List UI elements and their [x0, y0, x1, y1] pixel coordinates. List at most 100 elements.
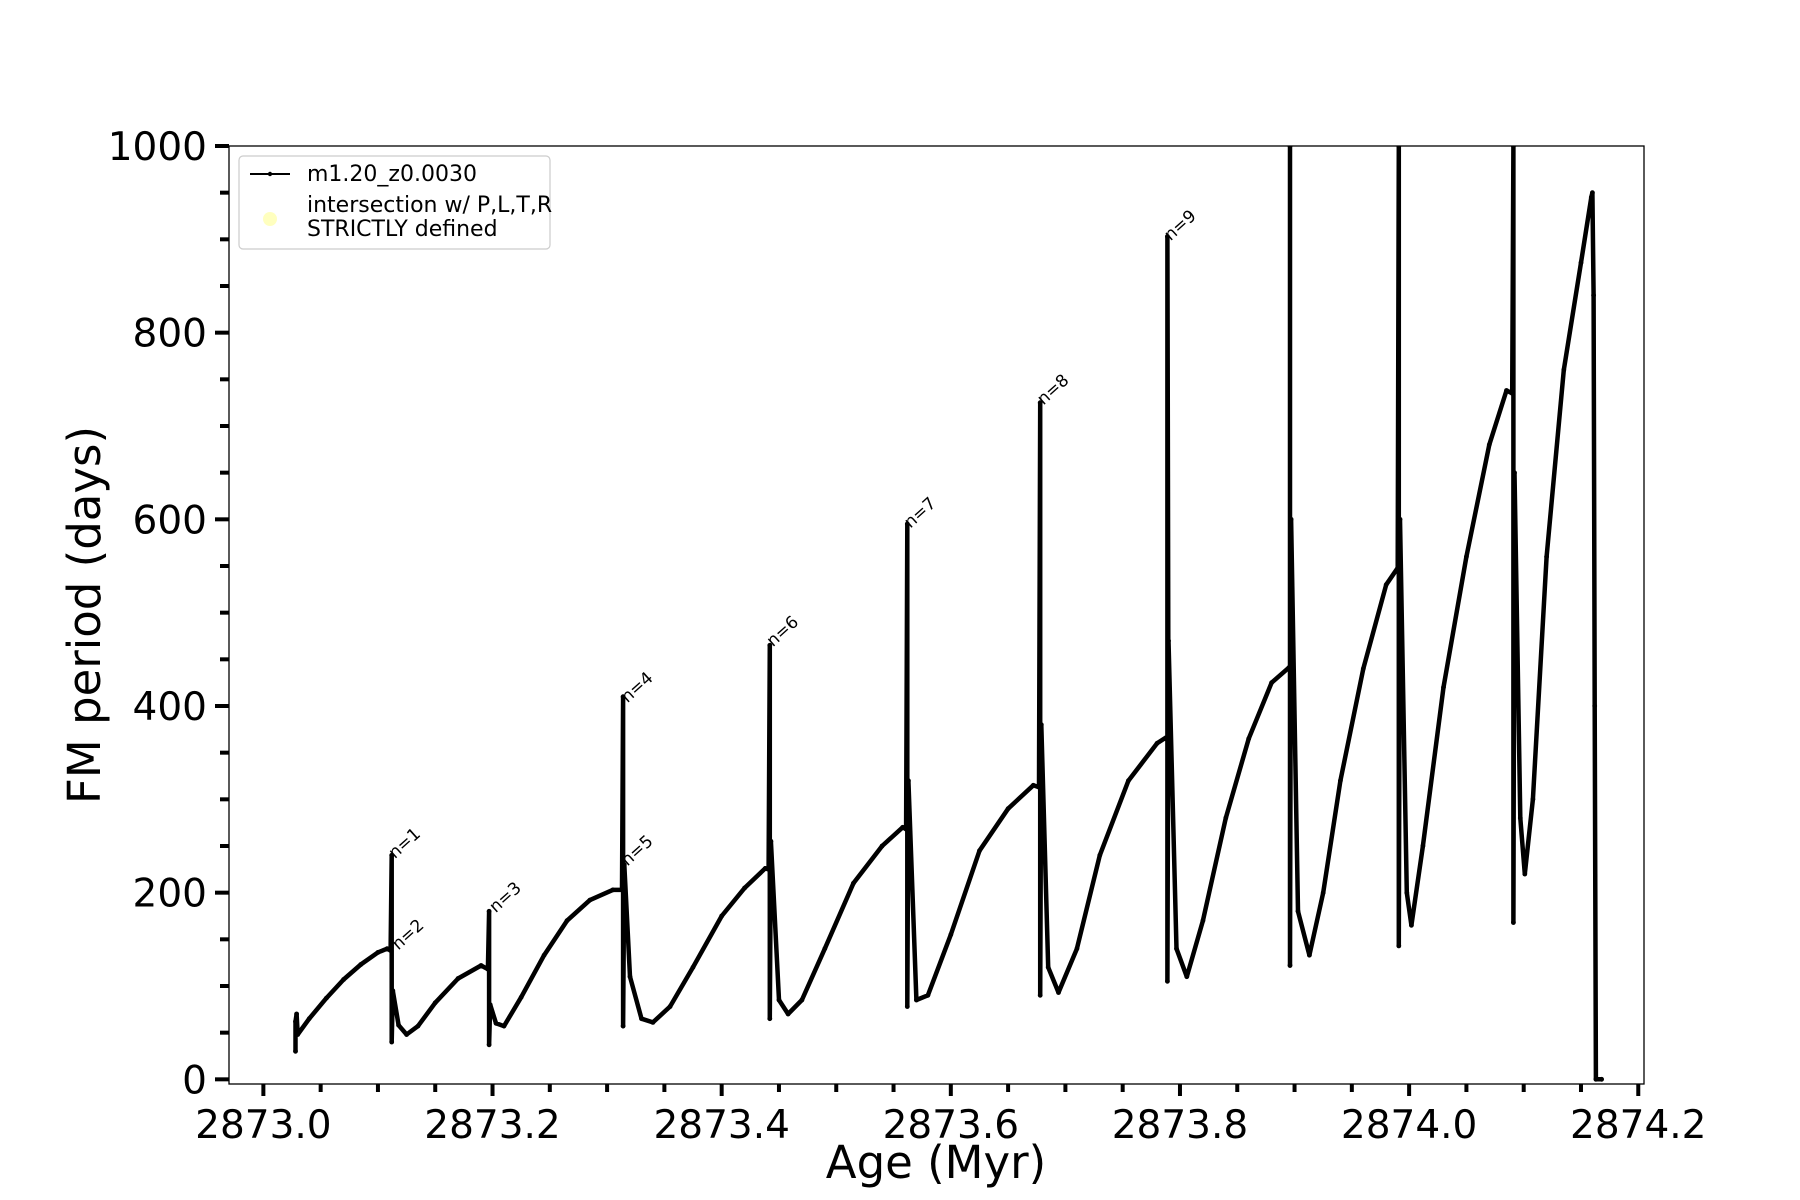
data-point — [1269, 680, 1274, 686]
data-point — [1544, 554, 1549, 560]
data-point — [501, 1023, 507, 1029]
data-point — [390, 988, 396, 994]
data-point — [690, 964, 696, 970]
data-point — [1184, 974, 1190, 980]
data-point — [1045, 964, 1051, 970]
legend: m1.20_z0.0030 intersection w/ P,L,T,R STR… — [238, 155, 552, 250]
data-point — [621, 862, 627, 868]
data-point — [478, 963, 484, 968]
legend-label-intersection: intersection w/ P,L,T,R STRICTLY defined — [307, 193, 552, 242]
data-point — [1511, 146, 1516, 149]
data-point — [1409, 922, 1414, 928]
data-point — [1592, 703, 1598, 709]
data-point — [977, 848, 982, 854]
data-point — [1338, 778, 1343, 784]
legend-box — [238, 155, 551, 250]
data-point — [948, 932, 954, 938]
data-point — [1404, 890, 1410, 896]
data-point — [904, 1004, 910, 1009]
data-point — [324, 995, 329, 1001]
data-point — [1522, 871, 1528, 877]
data-point — [1154, 740, 1160, 746]
data-point — [432, 1000, 438, 1006]
legend-label-series: m1.20_z0.0030 — [307, 162, 477, 187]
data-point — [295, 1032, 301, 1037]
data-point — [415, 1023, 421, 1029]
data-point — [620, 1023, 626, 1029]
series-line — [1287, 146, 1604, 1082]
data-point — [879, 843, 885, 849]
data-point — [1165, 978, 1170, 984]
data-point — [1588, 194, 1594, 200]
data-point — [1036, 784, 1042, 790]
data-point — [1591, 292, 1596, 298]
data-point — [1246, 736, 1252, 742]
data-point — [396, 1022, 401, 1028]
data-point — [1397, 516, 1403, 522]
data-point — [1396, 943, 1402, 949]
data-point — [1056, 990, 1061, 995]
data-point — [564, 918, 570, 924]
data-point — [822, 946, 828, 952]
data-point — [1165, 234, 1170, 239]
data-point — [1307, 952, 1312, 958]
data-point — [719, 913, 725, 919]
data-point — [389, 1039, 395, 1045]
data-point — [619, 887, 625, 893]
data-point — [1287, 146, 1293, 149]
x-tick-label: 2873.8 — [1112, 1103, 1248, 1148]
data-point — [1590, 190, 1595, 196]
data-point — [650, 1020, 656, 1025]
data-point — [1395, 565, 1401, 571]
x-axis-label: Age (Myr) — [826, 1136, 1046, 1189]
data-point — [1166, 638, 1171, 644]
data-point — [1360, 666, 1366, 672]
y-tick-label: 800 — [133, 312, 207, 357]
data-point — [1295, 908, 1301, 914]
data-point — [1512, 470, 1517, 476]
data-point — [903, 826, 909, 832]
x-axis: 2873.0 2873.2 2873.4 2873.6 2873.8 2874.0 2874… — [195, 1084, 1707, 1148]
data-point — [906, 778, 911, 784]
data-point — [1530, 796, 1536, 802]
data-point — [799, 997, 805, 1003]
data-point — [776, 997, 782, 1003]
data-point — [1578, 260, 1584, 266]
data-point — [341, 977, 346, 982]
x-tick-label: 2873.2 — [424, 1103, 560, 1148]
data-point — [1593, 1076, 1599, 1082]
data-point — [1037, 992, 1043, 998]
legend-marker-circle — [263, 212, 277, 226]
data-point — [487, 1002, 493, 1008]
data-point — [610, 887, 616, 893]
x-tick-label: 2873.6 — [883, 1103, 1019, 1148]
data-point — [541, 952, 547, 958]
y-tick-label: 1000 — [108, 125, 207, 170]
data-point — [768, 838, 774, 844]
data-point — [1288, 516, 1294, 522]
data-point — [294, 1011, 299, 1017]
data-point — [389, 852, 395, 858]
data-point — [767, 1016, 773, 1022]
y-tick-label: 600 — [133, 498, 207, 543]
data-point — [1383, 582, 1389, 588]
data-point — [493, 1020, 499, 1026]
data-point — [1200, 918, 1206, 924]
data-point — [518, 994, 524, 1000]
data-point — [1174, 946, 1179, 952]
data-point — [914, 997, 919, 1003]
data-point — [1517, 815, 1523, 821]
data-point — [1486, 442, 1492, 448]
y-tick-label: 400 — [133, 685, 207, 730]
data-point — [1511, 920, 1516, 925]
data-point — [620, 694, 626, 700]
data-point — [1166, 733, 1171, 739]
data-point — [1074, 946, 1080, 952]
data-point — [1223, 815, 1229, 821]
data-point — [404, 1032, 409, 1037]
data-point — [1320, 890, 1326, 896]
data-point — [486, 1042, 492, 1048]
x-tick-label: 2874.2 — [1570, 1103, 1706, 1148]
x-tick-label: 2873.0 — [195, 1103, 331, 1148]
